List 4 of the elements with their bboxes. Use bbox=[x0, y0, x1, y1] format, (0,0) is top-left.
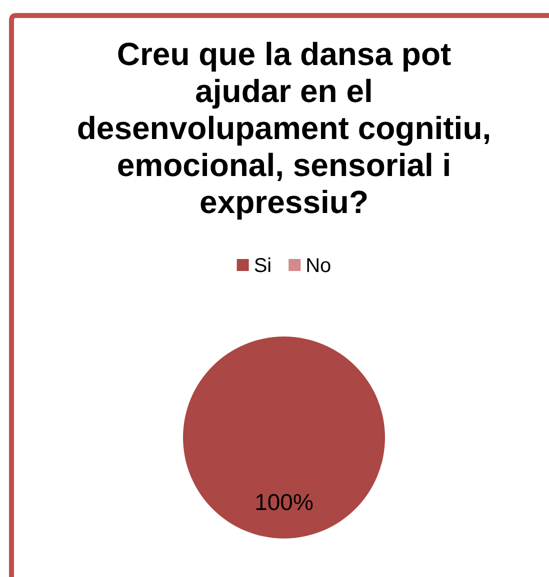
legend-label: No bbox=[306, 255, 332, 277]
chart-title: Creu que la dansa pot ajudar en el desenvolupament cognitiu, emocional, sensorial i expressiu? bbox=[76, 36, 492, 220]
data-label: 100% bbox=[254, 489, 314, 516]
legend-label: Si bbox=[254, 255, 272, 277]
